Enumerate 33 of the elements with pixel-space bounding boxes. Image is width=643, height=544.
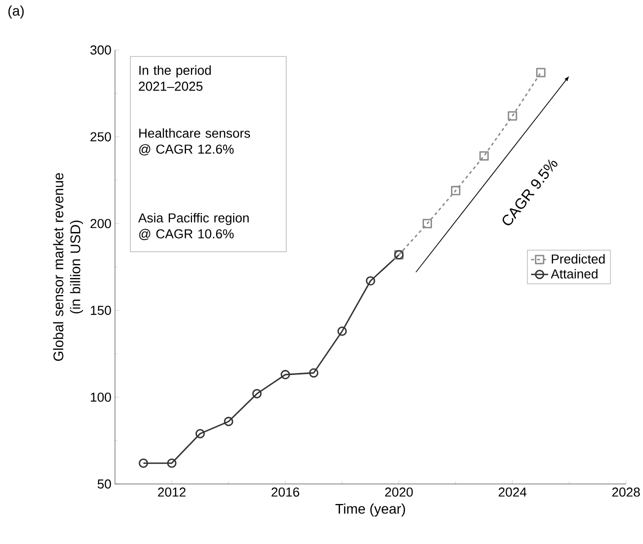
text: (a) <box>8 6 24 19</box>
legend-label: Predicted <box>552 254 605 264</box>
point <box>195 428 205 438</box>
point <box>167 458 176 468</box>
point <box>422 218 432 228</box>
point <box>450 186 460 196</box>
point <box>337 326 347 336</box>
y-tick-label: 250 <box>90 132 111 142</box>
x-tick-label: 2024 <box>498 488 526 497</box>
annotation: In the period 2021–2025 <box>138 65 211 91</box>
y-tick-label: 300 <box>90 45 111 55</box>
point <box>252 389 262 398</box>
annotation: Asia Paciffic region @ CAGR 10.6% <box>138 212 249 240</box>
y-tick-label: 50 <box>98 479 111 489</box>
x-tick-label: 2028 <box>612 488 640 497</box>
y-tick-label: 200 <box>90 218 111 228</box>
point <box>138 458 148 468</box>
point <box>280 370 290 380</box>
x-tick-label: 2012 <box>158 488 186 497</box>
point <box>479 151 489 161</box>
point <box>366 276 376 286</box>
annotation: Healthcare sensors @ CAGR 12.6% <box>139 128 250 156</box>
legend-label: Attained <box>550 268 598 278</box>
x-tick-label: 2020 <box>385 488 413 497</box>
y-tick-label: 100 <box>90 392 111 402</box>
point <box>224 416 234 426</box>
x-axis-title: Time (year) <box>335 504 406 517</box>
point <box>536 68 546 78</box>
point <box>309 368 318 378</box>
x-tick-label: 2016 <box>272 488 300 497</box>
y-tick-label: 150 <box>90 306 111 315</box>
point <box>508 111 518 121</box>
y-axis-title: Global sensor market revenue (in billion USD) <box>53 173 84 361</box>
